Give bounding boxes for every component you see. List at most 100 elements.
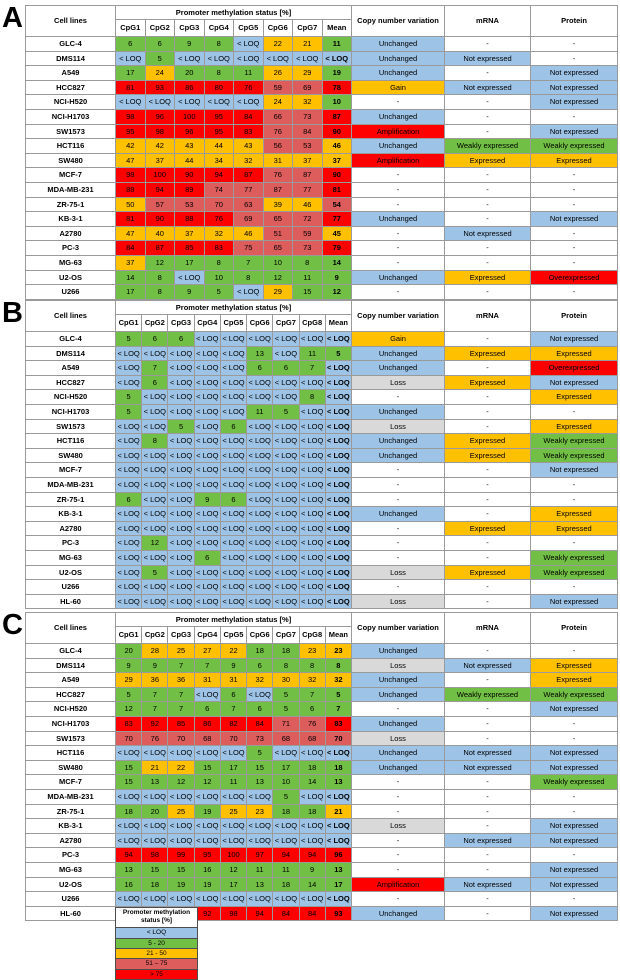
cpg-value-cell: < LOQ bbox=[114, 447, 143, 464]
protein-status-cell: - bbox=[530, 476, 618, 493]
mrna-status-cell: - bbox=[444, 108, 531, 125]
cpg-value-cell: < LOQ bbox=[167, 506, 195, 522]
cell-line-label: HL-60 bbox=[25, 905, 116, 922]
cnv-status-cell: Unchanged bbox=[351, 447, 445, 464]
column-header-cpg: CpG6 bbox=[262, 19, 293, 37]
protein-status-cell: Not expressed bbox=[530, 905, 618, 922]
cpg-value-cell: 43 bbox=[233, 138, 264, 154]
cpg-value-cell: < LOQ bbox=[193, 462, 221, 478]
protein-status-cell: Expressed bbox=[530, 152, 618, 169]
cpg-value-cell: 15 bbox=[292, 284, 323, 300]
cpg-value-cell: < LOQ bbox=[141, 403, 169, 420]
cpg-value-cell: < LOQ bbox=[219, 345, 248, 362]
mrna-status-cell: - bbox=[444, 579, 531, 595]
cpg-value-cell: < LOQ bbox=[219, 506, 248, 522]
cpg-value-cell: 8 bbox=[203, 254, 234, 271]
column-header-cpg: CpG2 bbox=[141, 314, 169, 332]
cpg-value-cell: < LOQ bbox=[167, 491, 195, 508]
table-row: NCI-H1703 98 96 100 95 84 66 73 87 Unchanged - - bbox=[25, 108, 618, 125]
cpg-value-cell: < LOQ bbox=[174, 94, 205, 110]
cell-line-label: A549 bbox=[25, 360, 116, 376]
cpg-value-cell: 98 bbox=[115, 108, 146, 125]
table-row: MDA-MB-231 88 94 89 74 77 87 77 81- - - bbox=[25, 181, 618, 198]
cpg-value-cell: 32 bbox=[298, 672, 326, 688]
column-header-cpg: CpG2 bbox=[141, 626, 169, 644]
mrna-status-cell: - bbox=[444, 123, 531, 140]
cpg-value-cell: < LOQ bbox=[203, 94, 234, 110]
table-row: HCT116 42 42 43 44 43 56 53 46 Unchanged Weakly ex… bbox=[25, 138, 618, 154]
cpg-value-cell: < LOQ bbox=[246, 593, 274, 610]
cpg-value-cell: 11 bbox=[298, 345, 326, 362]
cpg-value-cell: < LOQ bbox=[246, 462, 274, 478]
cpg-value-cell: 9 bbox=[298, 861, 326, 878]
cpg-value-cell: < LOQ bbox=[203, 50, 234, 67]
protein-status-cell: Weakly expressed bbox=[530, 433, 618, 449]
cpg-value-cell: 8 bbox=[298, 389, 326, 405]
cpg-value-cell: 59 bbox=[262, 79, 293, 96]
mrna-status-cell: Expressed bbox=[444, 374, 531, 391]
cnv-status-cell: Unchanged bbox=[351, 403, 445, 420]
mean-value-cell: < LOQ bbox=[324, 549, 353, 566]
cpg-value-cell: 21 bbox=[141, 759, 169, 776]
cpg-value-cell: < LOQ bbox=[141, 345, 169, 362]
cpg-value-cell: < LOQ bbox=[246, 374, 274, 391]
table-row: NCI-H520 5 < LOQ < LOQ < LOQ < LOQ < LOQ < LOQ 8… bbox=[25, 389, 618, 405]
mean-value-cell: < LOQ bbox=[324, 818, 353, 834]
protein-status-cell: Not expressed bbox=[530, 462, 618, 478]
cpg-value-cell: < LOQ bbox=[167, 462, 195, 478]
cpg-value-cell: 43 bbox=[174, 138, 205, 154]
cpg-value-cell: < LOQ bbox=[298, 549, 326, 566]
cpg-value-cell: 39 bbox=[262, 196, 293, 213]
cpg-value-cell: < LOQ bbox=[298, 447, 326, 464]
cnv-status-cell: Unchanged bbox=[351, 269, 445, 286]
cell-line-label: KB-3-1 bbox=[25, 211, 116, 227]
cpg-value-cell: < LOQ bbox=[141, 891, 169, 907]
mrna-status-cell: - bbox=[444, 403, 531, 420]
cnv-status-cell: - bbox=[351, 240, 445, 256]
cpg-value-cell: < LOQ bbox=[233, 36, 264, 52]
mean-value-cell: < LOQ bbox=[324, 403, 353, 420]
protein-status-cell: Expressed bbox=[530, 672, 618, 688]
protein-status-cell: - bbox=[530, 730, 618, 747]
protein-status-cell: - bbox=[530, 108, 618, 125]
cpg-value-cell: < LOQ bbox=[246, 418, 274, 435]
cpg-value-cell: 99 bbox=[167, 847, 195, 863]
cpg-value-cell: < LOQ bbox=[114, 549, 143, 566]
mean-value-cell: < LOQ bbox=[324, 535, 353, 551]
table-row: ZR-75-1 6 < LOQ < LOQ 9 6 < LOQ < LOQ < LOQ < LOQ… bbox=[25, 491, 618, 508]
cpg-value-cell: 18 bbox=[298, 803, 326, 820]
cpg-value-cell: 6 bbox=[115, 36, 146, 52]
cpg-value-cell: 94 bbox=[144, 181, 175, 198]
cpg-value-cell: 94 bbox=[298, 847, 326, 863]
cell-line-label: A549 bbox=[25, 65, 116, 81]
cpg-value-cell: < LOQ bbox=[272, 462, 300, 478]
legend-item: 5 - 20 bbox=[116, 937, 197, 949]
table-row: A549 17 24 20 8 11 26 29 19 Unchanged - Not express… bbox=[25, 65, 618, 81]
cpg-value-cell: < LOQ bbox=[114, 593, 143, 610]
cpg-value-cell: < LOQ bbox=[298, 506, 326, 522]
protein-status-cell: Not expressed bbox=[530, 94, 618, 110]
cnv-status-cell: - bbox=[351, 520, 445, 537]
cpg-value-cell: 6 bbox=[144, 36, 175, 52]
mrna-status-cell: - bbox=[444, 643, 531, 659]
table-row: HCT116 < LOQ < LOQ < LOQ < LOQ < LOQ 5 < LOQ < L… bbox=[25, 745, 618, 761]
mrna-status-cell: - bbox=[444, 181, 531, 198]
column-header-cpg: CpG8 bbox=[298, 314, 326, 332]
cpg-value-cell: 63 bbox=[233, 196, 264, 213]
cell-line-label: GLC-4 bbox=[25, 331, 116, 347]
cpg-value-cell: 7 bbox=[167, 686, 195, 703]
column-header-mrna: mRNA bbox=[444, 300, 531, 332]
table-row: U2-OS 16 18 19 19 17 13 18 14 17 Amplification Not … bbox=[25, 876, 618, 893]
cpg-value-cell: 95 bbox=[193, 847, 221, 863]
mean-value-cell: < LOQ bbox=[324, 491, 353, 508]
mean-value-cell: < LOQ bbox=[324, 389, 353, 405]
protein-status-cell: Weakly expressed bbox=[530, 564, 618, 581]
protein-status-cell: - bbox=[530, 50, 618, 67]
cpg-value-cell: 69 bbox=[292, 79, 323, 96]
mrna-status-cell: - bbox=[444, 549, 531, 566]
column-header-cell-lines: Cell lines bbox=[25, 612, 116, 644]
cpg-value-cell: 13 bbox=[246, 345, 274, 362]
protein-status-cell: - bbox=[530, 225, 618, 242]
protein-status-cell: Expressed bbox=[530, 418, 618, 435]
cpg-value-cell: 90 bbox=[174, 167, 205, 183]
